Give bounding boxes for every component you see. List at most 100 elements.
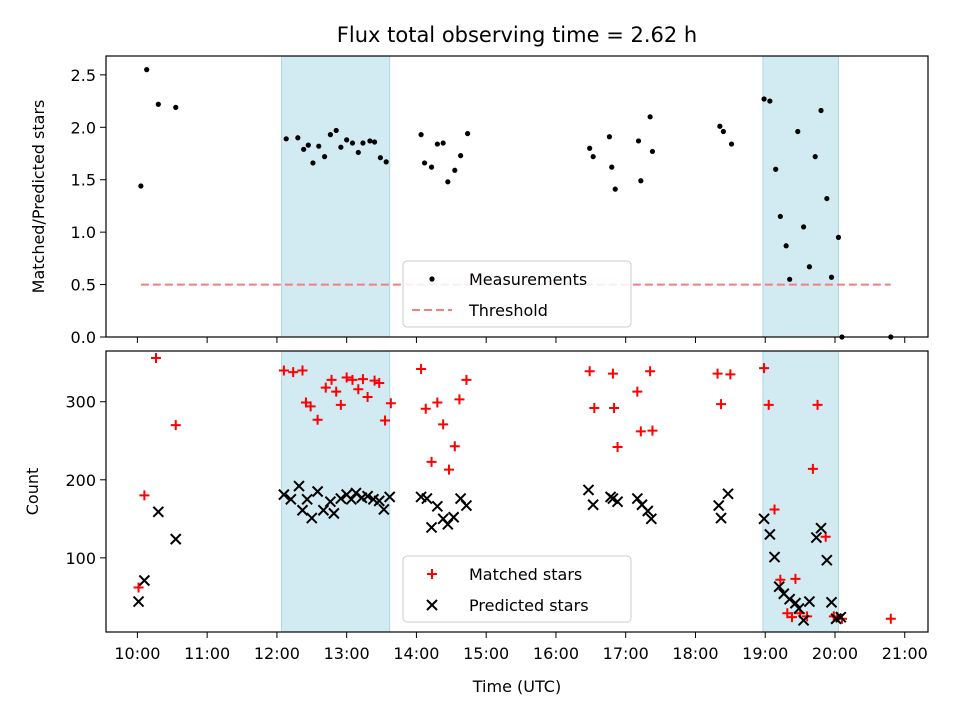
data-point bbox=[458, 153, 464, 159]
y-axis-label: Matched/Predicted stars bbox=[29, 100, 48, 294]
data-point bbox=[825, 596, 838, 609]
data-point bbox=[587, 145, 593, 151]
data-point bbox=[807, 463, 818, 474]
data-point bbox=[589, 402, 600, 413]
data-point bbox=[835, 234, 842, 240]
data-point bbox=[447, 511, 460, 523]
data-point bbox=[789, 597, 802, 609]
data-point bbox=[434, 141, 440, 147]
data-point bbox=[445, 179, 451, 185]
data-point bbox=[418, 132, 424, 138]
data-point bbox=[278, 488, 290, 501]
data-point bbox=[835, 611, 847, 623]
data-point bbox=[645, 366, 656, 377]
data-point bbox=[443, 464, 454, 475]
data-point bbox=[152, 506, 165, 518]
data-point bbox=[793, 602, 805, 615]
data-point bbox=[606, 134, 613, 140]
data-point bbox=[150, 353, 161, 364]
data-point bbox=[786, 612, 797, 623]
data-point bbox=[138, 574, 151, 587]
x-tick-label: 17:00 bbox=[603, 644, 649, 663]
data-point bbox=[767, 98, 773, 104]
data-point bbox=[426, 456, 437, 467]
legend-label: Predicted stars bbox=[469, 596, 589, 615]
data-point bbox=[800, 224, 807, 230]
data-point bbox=[454, 394, 465, 405]
data-point bbox=[353, 384, 364, 395]
data-point bbox=[787, 276, 793, 282]
x-tick-label: 19:00 bbox=[742, 644, 788, 663]
data-point bbox=[377, 155, 383, 161]
data-point bbox=[584, 366, 595, 377]
data-point bbox=[420, 403, 431, 414]
data-point bbox=[758, 513, 770, 525]
data-point bbox=[362, 392, 373, 403]
data-point bbox=[328, 507, 340, 520]
y-axis-label: Count bbox=[23, 468, 42, 516]
data-point bbox=[383, 491, 396, 503]
data-point bbox=[649, 148, 656, 155]
data-point bbox=[311, 485, 324, 498]
y-tick-label: 1.0 bbox=[71, 223, 96, 242]
data-point bbox=[824, 195, 830, 202]
data-point bbox=[310, 160, 316, 166]
x-axis-label: Time (UTC) bbox=[472, 677, 561, 696]
data-point bbox=[288, 367, 299, 378]
x-tick-label: 14:00 bbox=[393, 644, 439, 663]
data-point bbox=[612, 442, 623, 453]
data-point bbox=[431, 500, 444, 513]
data-point bbox=[331, 386, 342, 397]
y-tick-label: 2.0 bbox=[71, 118, 96, 137]
data-point bbox=[587, 499, 599, 511]
legend-label: Measurements bbox=[469, 270, 587, 289]
data-point bbox=[296, 504, 309, 516]
data-point bbox=[582, 484, 595, 496]
data-point bbox=[612, 186, 618, 192]
data-point bbox=[642, 505, 654, 517]
x-tick-label: 21:00 bbox=[882, 644, 928, 663]
data-point bbox=[611, 495, 624, 508]
data-point bbox=[305, 142, 311, 148]
data-point bbox=[421, 492, 433, 505]
data-point bbox=[818, 107, 824, 114]
data-point bbox=[349, 140, 356, 146]
data-point bbox=[429, 276, 435, 282]
y-tick-label: 300 bbox=[65, 393, 96, 412]
data-point bbox=[278, 365, 289, 376]
data-point bbox=[306, 512, 318, 524]
data-point bbox=[795, 128, 801, 135]
data-point bbox=[720, 128, 726, 135]
data-point bbox=[347, 374, 358, 385]
data-point bbox=[715, 512, 727, 524]
data-point bbox=[427, 569, 437, 579]
shaded-interval bbox=[281, 55, 391, 338]
data-point bbox=[777, 213, 783, 220]
data-point bbox=[769, 504, 780, 515]
data-point bbox=[371, 139, 378, 145]
data-point bbox=[170, 420, 181, 431]
y-tick-label: 2.5 bbox=[71, 66, 96, 85]
data-point bbox=[380, 415, 391, 426]
data-point bbox=[461, 374, 472, 385]
data-point bbox=[301, 146, 307, 152]
data-point bbox=[139, 490, 150, 501]
data-point bbox=[321, 154, 328, 160]
x-tick-label: 15:00 bbox=[463, 644, 509, 663]
data-point bbox=[638, 178, 644, 184]
x-tick-label: 20:00 bbox=[812, 644, 858, 663]
data-point bbox=[722, 488, 734, 500]
data-point bbox=[460, 499, 473, 512]
count-panel: 100 200 300 10:00 11:00 12:00 13:00 14:00 15:00 1… bbox=[23, 350, 929, 663]
data-point bbox=[759, 363, 770, 374]
ratio-panel: 0.0 0.5 1.0 1.5 2.0 2.5 Matched/Predicted star… bbox=[29, 55, 929, 347]
data-point bbox=[132, 595, 145, 608]
data-point bbox=[173, 104, 179, 110]
data-point bbox=[283, 136, 289, 142]
data-point bbox=[773, 581, 785, 593]
data-point bbox=[728, 141, 735, 147]
data-point bbox=[631, 492, 644, 505]
data-point bbox=[635, 138, 642, 144]
data-point bbox=[783, 243, 789, 249]
